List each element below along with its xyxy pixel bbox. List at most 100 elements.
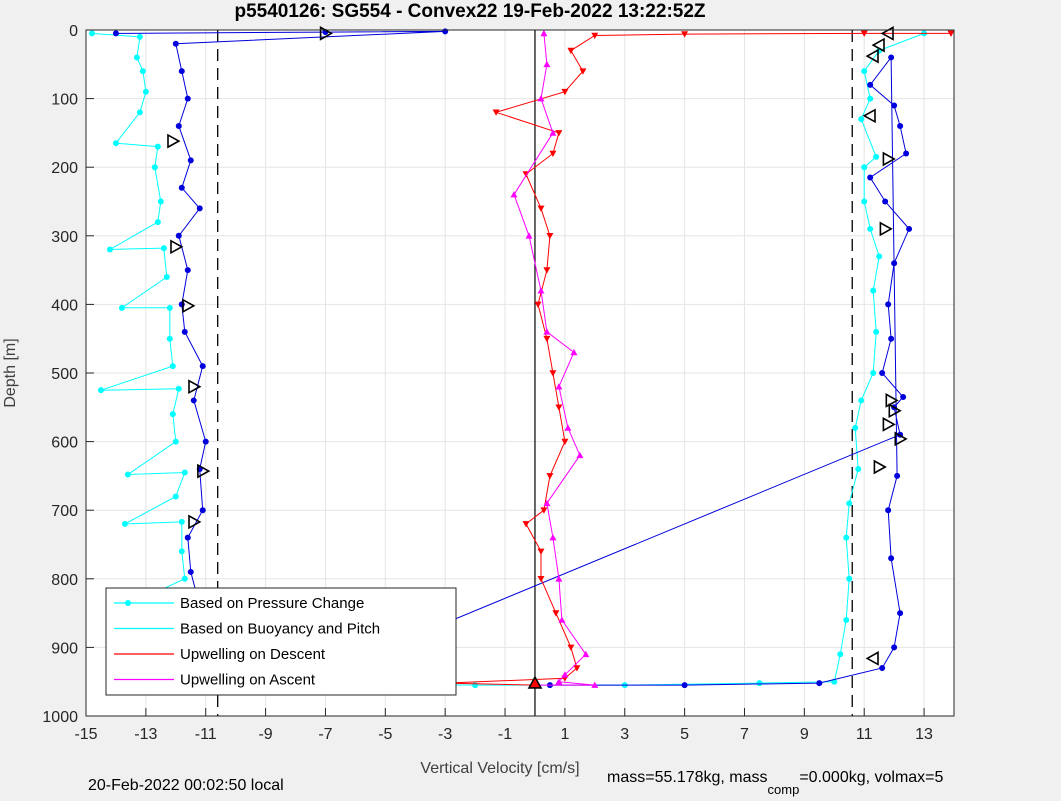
data-point bbox=[816, 680, 823, 687]
data-point bbox=[136, 33, 143, 40]
data-point bbox=[175, 232, 182, 239]
triangle-marker bbox=[170, 239, 184, 255]
x-tick-label: 13 bbox=[915, 726, 933, 743]
data-point bbox=[873, 328, 880, 335]
y-tick-label: 500 bbox=[51, 366, 78, 383]
x-tick-label: 1 bbox=[560, 726, 569, 743]
data-point bbox=[537, 287, 545, 294]
data-point bbox=[546, 233, 554, 240]
data-point bbox=[855, 466, 862, 473]
data-point bbox=[537, 576, 545, 583]
axis-ticks: -15 -13 -11 -9 -7 -5 -3 -1 1 3 5 7 9 11 13010020030040… bbox=[42, 23, 933, 743]
data-point bbox=[525, 232, 533, 239]
data-point bbox=[591, 681, 599, 688]
data-point bbox=[891, 102, 898, 109]
x-tick-label: 3 bbox=[620, 726, 629, 743]
triangle-markers bbox=[167, 26, 908, 690]
x-tick-label: -15 bbox=[74, 726, 97, 743]
data-point bbox=[891, 260, 898, 267]
data-point bbox=[567, 47, 575, 55]
data-point bbox=[178, 184, 185, 191]
data-point bbox=[169, 411, 176, 418]
data-point bbox=[199, 507, 206, 514]
data-point bbox=[549, 129, 557, 136]
data-point bbox=[166, 335, 173, 342]
data-point bbox=[885, 507, 892, 514]
data-point bbox=[876, 253, 883, 260]
data-point bbox=[442, 28, 449, 35]
y-axis-label: Depth [m] bbox=[2, 338, 19, 407]
series-3 bbox=[510, 29, 599, 688]
triangle-marker bbox=[197, 463, 211, 479]
y-tick-label: 0 bbox=[69, 23, 78, 40]
footer-mass-suffix: =0.000kg, volmax=5 bbox=[799, 769, 943, 786]
data-point bbox=[160, 245, 167, 252]
data-point bbox=[681, 31, 689, 38]
data-point bbox=[561, 671, 569, 678]
data-point bbox=[870, 370, 877, 376]
data-point bbox=[169, 363, 176, 370]
data-point bbox=[133, 54, 140, 61]
x-tick-label: -13 bbox=[134, 726, 157, 743]
data-point bbox=[858, 116, 865, 123]
data-point bbox=[756, 680, 763, 687]
data-point bbox=[555, 575, 563, 582]
triangle-marker bbox=[862, 108, 876, 124]
data-point bbox=[561, 88, 569, 96]
footer-mass: mass=55.178kg, masscomp=0.000kg, volmax=… bbox=[607, 769, 944, 797]
data-point bbox=[897, 610, 904, 617]
data-point bbox=[903, 150, 910, 157]
y-tick-label: 800 bbox=[51, 572, 78, 589]
data-point bbox=[112, 30, 119, 37]
data-point bbox=[166, 304, 173, 311]
legend-label: Upwelling on Ascent bbox=[180, 672, 316, 689]
data-point bbox=[555, 678, 563, 685]
data-point bbox=[543, 328, 551, 335]
data-point bbox=[522, 521, 530, 528]
data-point bbox=[175, 385, 182, 392]
data-point bbox=[861, 198, 868, 205]
footer-mass-prefix: mass=55.178kg, mass bbox=[607, 769, 768, 786]
x-tick-label: -11 bbox=[195, 726, 217, 743]
y-tick-label: 100 bbox=[51, 92, 78, 109]
data-point bbox=[888, 54, 895, 61]
data-point bbox=[891, 644, 898, 651]
data-point bbox=[885, 301, 892, 308]
data-point bbox=[543, 499, 551, 507]
data-point bbox=[543, 267, 551, 274]
legend: Based on Pressure Change Based on Buoyanc… bbox=[105, 587, 457, 696]
data-point bbox=[870, 287, 877, 294]
data-point bbox=[172, 493, 179, 500]
data-point bbox=[860, 30, 868, 37]
triangle-marker bbox=[182, 298, 196, 314]
data-point bbox=[681, 682, 688, 689]
data-point bbox=[124, 471, 131, 478]
data-point bbox=[888, 335, 895, 342]
data-point bbox=[537, 548, 545, 555]
data-point bbox=[181, 575, 188, 582]
data-series bbox=[88, 28, 955, 689]
x-tick-label: -7 bbox=[318, 726, 332, 743]
data-point bbox=[178, 548, 185, 555]
data-point bbox=[537, 95, 545, 102]
data-point bbox=[139, 68, 146, 75]
triangle-marker bbox=[873, 459, 887, 475]
data-point bbox=[492, 109, 500, 116]
data-point bbox=[579, 68, 587, 75]
data-point bbox=[88, 30, 95, 37]
data-point bbox=[472, 682, 479, 689]
data-point bbox=[178, 518, 185, 525]
triangle-marker bbox=[894, 431, 908, 447]
triangle-marker bbox=[871, 37, 885, 53]
data-point bbox=[187, 568, 194, 575]
data-point bbox=[861, 68, 868, 75]
data-point bbox=[858, 397, 865, 404]
data-point bbox=[537, 205, 545, 212]
legend-swatch-marker bbox=[125, 600, 131, 606]
data-point bbox=[157, 198, 164, 205]
triangle-marker bbox=[167, 133, 181, 149]
y-tick-label: 200 bbox=[51, 160, 78, 177]
chart-title: p5540126: SG554 - Convex22 19-Feb-2022 1… bbox=[234, 1, 705, 22]
data-point bbox=[121, 520, 128, 527]
